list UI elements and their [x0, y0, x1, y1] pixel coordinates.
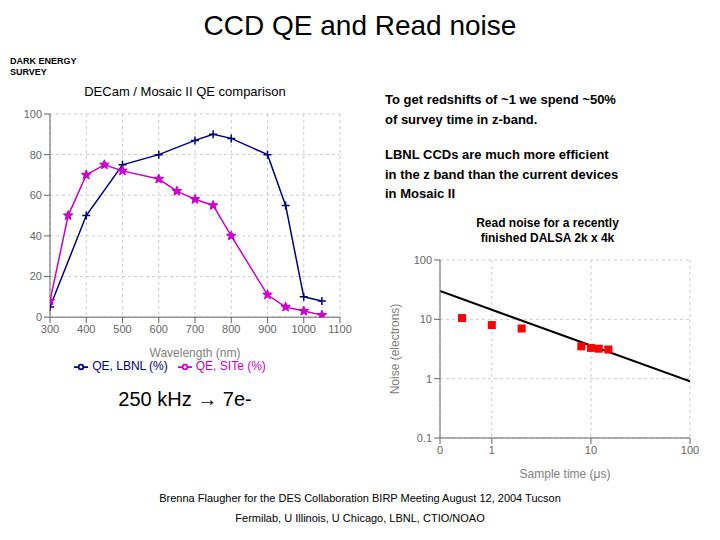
svg-text:800: 800 [222, 323, 240, 335]
html-text:250 kHz → 7e-: 250 kHz → 7e- [118, 388, 252, 410]
html-text:Brenna Flaugher for the DES Co: Brenna Flaugher for the DES Collaboratio… [159, 492, 561, 504]
svg-text:100: 100 [681, 444, 699, 456]
svg-text:40: 40 [30, 230, 42, 242]
svg-text:900: 900 [258, 323, 276, 335]
svg-text:1: 1 [489, 444, 495, 456]
svg-text:10: 10 [420, 313, 432, 325]
svg-text:400: 400 [77, 323, 95, 335]
html-text:LBNL CCDs are much more effici: LBNL CCDs are much more efficient in the… [385, 147, 619, 201]
svg-text:20: 20 [30, 270, 42, 282]
html-text:Read noise for a recently fini: Read noise for a recently finished DALSA… [476, 216, 619, 245]
svg-text:60: 60 [30, 189, 42, 201]
svg-text:1: 1 [426, 373, 432, 385]
svg-text:500: 500 [113, 323, 131, 335]
svg-text:100: 100 [414, 254, 432, 266]
svg-text:Wavelength (nm): Wavelength (nm) [150, 346, 241, 360]
svg-text:100: 100 [24, 108, 42, 120]
svg-text:10: 10 [585, 444, 597, 456]
html-text:CCD QE and Read noise: CCD QE and Read noise [203, 10, 517, 41]
html-text:Fermilab, U Illinois, U Chicag: Fermilab, U Illinois, U Chicago, LBNL, C… [235, 512, 485, 524]
svg-text:1100: 1100 [328, 323, 352, 335]
svg-text:1000: 1000 [292, 323, 316, 335]
svg-text:0.1: 0.1 [417, 432, 432, 444]
svg-text:300: 300 [41, 323, 59, 335]
html-text:QE, SITe (%): QE, SITe (%) [195, 359, 266, 374]
html-text:QE, LBNL (%): QE, LBNL (%) [92, 359, 168, 374]
svg-text:0: 0 [437, 444, 443, 456]
svg-text:600: 600 [150, 323, 168, 335]
svg-text:80: 80 [30, 149, 42, 161]
svg-text:700: 700 [186, 323, 204, 335]
html-text:To get redshifts of ~1 we spen: To get redshifts of ~1 we spend ~50% of … [385, 92, 616, 127]
svg-text:0: 0 [36, 311, 42, 323]
svg-text:Noise (electrons): Noise (electrons) [388, 304, 402, 395]
html-text:DARK ENERGY SURVEY: DARK ENERGY SURVEY [10, 56, 77, 77]
svg-text:Sample time (μs): Sample time (μs) [520, 467, 611, 481]
html-text:DECam / Mosaic II QE compariso: DECam / Mosaic II QE comparison [84, 84, 286, 99]
